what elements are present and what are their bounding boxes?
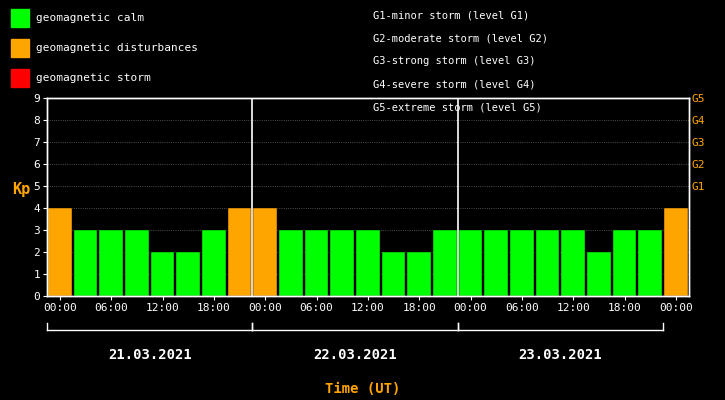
Bar (407, 252, 431, 296)
Text: G4-severe storm (level G4): G4-severe storm (level G4) (373, 80, 536, 90)
Bar (99, 230, 123, 296)
Text: 22.03.2021: 22.03.2021 (313, 348, 397, 362)
Text: geomagnetic storm: geomagnetic storm (36, 73, 151, 83)
Bar (484, 230, 508, 296)
Text: geomagnetic disturbances: geomagnetic disturbances (36, 43, 198, 53)
Text: G5-extreme storm (level G5): G5-extreme storm (level G5) (373, 103, 542, 113)
Bar (536, 230, 560, 296)
Text: geomagnetic calm: geomagnetic calm (36, 13, 144, 23)
Bar (587, 252, 610, 296)
Bar (176, 252, 200, 296)
Bar (304, 230, 328, 296)
Text: 21.03.2021: 21.03.2021 (108, 348, 191, 362)
Y-axis label: Kp: Kp (12, 182, 30, 197)
Bar (459, 230, 482, 296)
Bar (331, 230, 354, 296)
Text: 23.03.2021: 23.03.2021 (518, 348, 602, 362)
Text: G2-moderate storm (level G2): G2-moderate storm (level G2) (373, 33, 548, 43)
Bar (151, 252, 175, 296)
Text: G1-minor storm (level G1): G1-minor storm (level G1) (373, 10, 530, 20)
Bar (228, 208, 252, 296)
Bar (356, 230, 380, 296)
Bar (382, 252, 405, 296)
Bar (74, 230, 97, 296)
Bar (510, 230, 534, 296)
Bar (48, 208, 72, 296)
Bar (613, 230, 637, 296)
Bar (279, 230, 303, 296)
Text: G3-strong storm (level G3): G3-strong storm (level G3) (373, 56, 536, 66)
Bar (639, 230, 662, 296)
Bar (664, 208, 688, 296)
Bar (561, 230, 585, 296)
Text: Time (UT): Time (UT) (325, 382, 400, 396)
Bar (202, 230, 225, 296)
Bar (254, 208, 277, 296)
Bar (433, 230, 457, 296)
Bar (125, 230, 149, 296)
